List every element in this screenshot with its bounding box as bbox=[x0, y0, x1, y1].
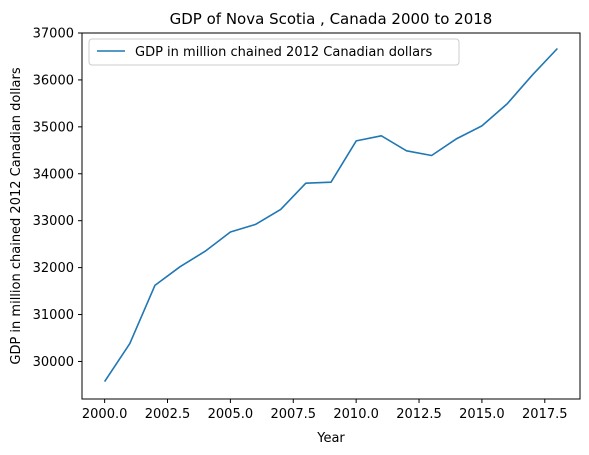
y-tick-label: 34000 bbox=[33, 167, 74, 182]
x-tick-label: 2017.5 bbox=[522, 407, 568, 422]
x-tick-label: 2007.5 bbox=[271, 407, 317, 422]
legend-box bbox=[88, 38, 460, 66]
y-axis: 30000 31000 32000 33000 34000 35000 36000 37000 bbox=[33, 27, 82, 370]
series-line bbox=[103, 47, 558, 383]
plot-area bbox=[103, 47, 558, 383]
x-tick-label: 2012.5 bbox=[396, 407, 442, 422]
chart-title: GDP of Nova Scotia , Canada 2000 to 2018 bbox=[170, 10, 493, 28]
x-tick-label: 2002.5 bbox=[145, 407, 191, 422]
y-axis-label: GDP in million chained 2012 Canadian dol… bbox=[9, 67, 24, 364]
x-axis-label: Year bbox=[316, 431, 345, 446]
y-tick-label: 36000 bbox=[33, 73, 74, 88]
y-tick-label: 33000 bbox=[33, 214, 74, 229]
x-tick-label: 2005.0 bbox=[208, 407, 254, 422]
legend: GDP in million chained 2012 Canadian dol… bbox=[88, 38, 460, 66]
y-tick-label: 37000 bbox=[33, 27, 74, 42]
x-axis: 2000.0 2002.5 2005.0 2007.5 2010.0 2012.5 2015… bbox=[82, 399, 568, 422]
legend-label: GDP in million chained 2012 Canadian dol… bbox=[135, 45, 432, 60]
x-tick-label: 2010.0 bbox=[333, 407, 379, 422]
x-tick-label: 2000.0 bbox=[82, 407, 128, 422]
y-tick-label: 35000 bbox=[33, 120, 74, 135]
plot-frame bbox=[81, 32, 581, 400]
y-tick-label: 32000 bbox=[33, 261, 74, 276]
y-tick-label: 30000 bbox=[33, 355, 74, 370]
x-tick-label: 2015.0 bbox=[459, 407, 505, 422]
y-tick-label: 31000 bbox=[33, 308, 74, 323]
